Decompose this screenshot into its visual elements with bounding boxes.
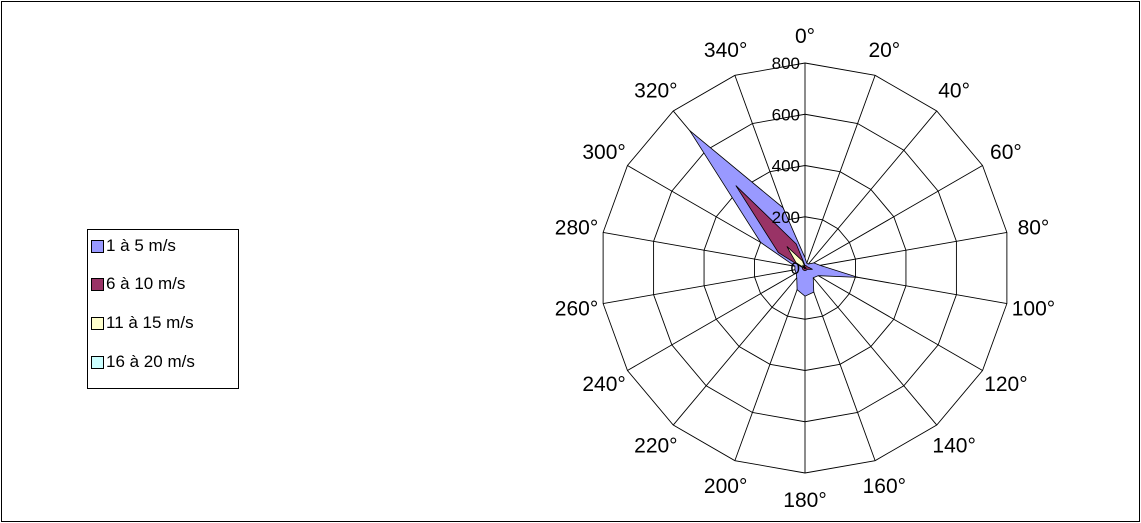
grid-spoke bbox=[804, 267, 938, 426]
angle-label: 340° bbox=[704, 39, 747, 62]
grid-spoke bbox=[603, 267, 806, 305]
legend-swatch bbox=[91, 277, 104, 291]
legend-item: 11 à 15 m/s bbox=[91, 313, 194, 333]
series-layer bbox=[689, 130, 859, 297]
series-area bbox=[802, 264, 806, 269]
legend-item: 1 à 5 m/s bbox=[91, 236, 176, 256]
angle-label: 280° bbox=[555, 217, 598, 240]
angle-label: 260° bbox=[555, 297, 598, 320]
angle-label: 20° bbox=[868, 39, 900, 62]
angle-label: 80° bbox=[1018, 217, 1050, 240]
angle-label: 0° bbox=[795, 25, 815, 48]
series-area bbox=[786, 246, 808, 270]
labels-layer: 0 200 400 600 800 0° 20° 40° 60° 80° 100° 120° 140° 1… bbox=[555, 25, 1055, 512]
grid-spoke bbox=[734, 267, 806, 461]
legend-item: 6 à 10 m/s bbox=[91, 274, 185, 294]
angle-label: 120° bbox=[984, 373, 1027, 396]
legend-swatch bbox=[91, 355, 104, 369]
radial-tick-label: 600 bbox=[772, 105, 800, 124]
grid-spoke bbox=[804, 75, 876, 269]
radial-tick-label: 200 bbox=[772, 208, 800, 227]
grid-spoke bbox=[603, 231, 806, 269]
legend-label: 11 à 15 m/s bbox=[106, 313, 194, 332]
legend-label: 16 à 20 m/s bbox=[106, 352, 195, 371]
radial-tick-label: 400 bbox=[772, 157, 800, 176]
series-area bbox=[689, 130, 859, 297]
grid-spoke bbox=[627, 267, 806, 371]
grid-spoke bbox=[672, 267, 806, 426]
angle-label: 140° bbox=[932, 435, 975, 458]
legend: 1 à 5 m/s 6 à 10 m/s 11 à 15 m/s 16 à 20… bbox=[87, 229, 239, 389]
legend-item: 16 à 20 m/s bbox=[91, 352, 195, 372]
legend-swatch bbox=[91, 316, 104, 330]
angle-label: 300° bbox=[582, 141, 625, 164]
legend-label: 6 à 10 m/s bbox=[106, 274, 186, 293]
radial-tick-label: 0 bbox=[791, 259, 800, 278]
angle-label: 220° bbox=[634, 435, 677, 458]
grid-spoke bbox=[804, 267, 983, 371]
angle-label: 40° bbox=[938, 79, 970, 102]
angle-label: 320° bbox=[634, 79, 677, 102]
grid-spoke bbox=[804, 267, 876, 461]
grid-spoke bbox=[804, 110, 938, 269]
angle-label: 200° bbox=[704, 475, 747, 498]
legend-swatch bbox=[91, 239, 104, 253]
angle-label: 60° bbox=[990, 141, 1022, 164]
angle-label: 160° bbox=[863, 475, 906, 498]
angle-label: 180° bbox=[783, 489, 826, 512]
grid-spoke bbox=[804, 231, 1007, 269]
angle-label: 100° bbox=[1012, 297, 1055, 320]
series-area bbox=[735, 185, 813, 271]
radial-tick-label: 800 bbox=[772, 54, 800, 73]
grid-spoke bbox=[804, 165, 983, 269]
legend-label: 1 à 5 m/s bbox=[106, 236, 176, 255]
angle-label: 240° bbox=[582, 373, 625, 396]
